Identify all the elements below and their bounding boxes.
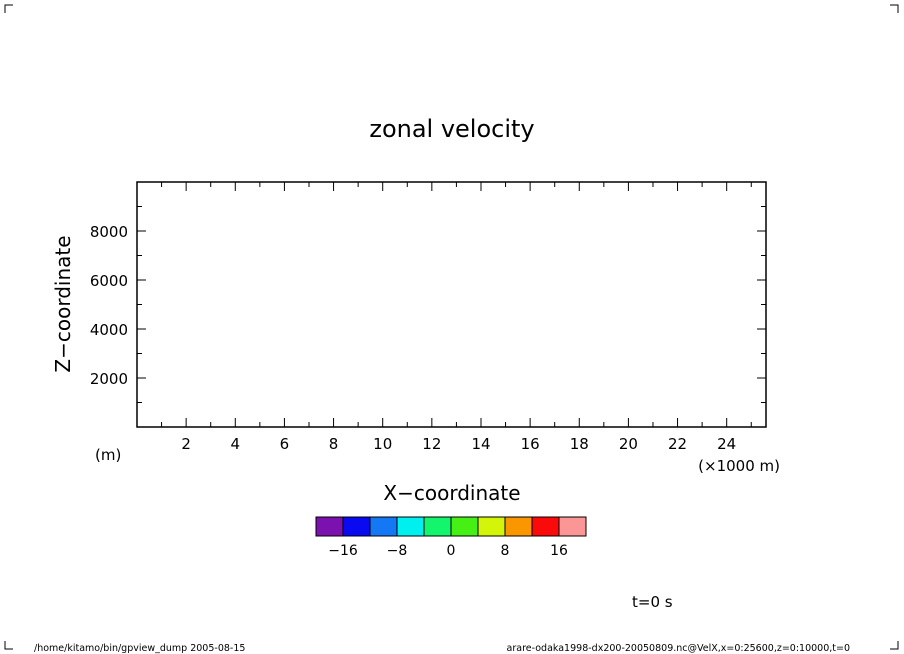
x-tick-label: 12 [422,435,441,453]
colorbar-swatch [531,516,560,537]
x-tick-label: 20 [619,435,638,453]
x-tick-label: 10 [373,435,392,453]
axis-ticks [137,182,766,427]
x-tick-label: 6 [280,435,290,453]
x-tick-labels: 2 4 6 8 10 12 14 16 18 20 22 24 [181,435,736,453]
chart-title: zonal velocity [369,115,534,143]
x-tick-label: 22 [668,435,687,453]
time-annotation: t=0 s [632,593,673,611]
colorbar-swatch [558,516,587,537]
colorbar-swatch [342,516,371,537]
x-tick-label: 8 [329,435,339,453]
footer-left: /home/kitamo/bin/gpview_dump 2005-08-15 [34,643,245,654]
colorbar-tick-label: −8 [387,543,408,559]
x-tick-label: 2 [181,435,191,453]
x-axis-label: X−coordinate [383,481,520,505]
x-tick-label: 18 [570,435,589,453]
y-tick-label: 4000 [90,321,128,339]
colorbar-labels: −16 −8 0 8 16 [328,543,568,559]
colorbar-tick-label: 0 [447,543,456,559]
x-tick-label: 14 [471,435,490,453]
colorbar-tick-label: 8 [501,543,510,559]
x-tick-label: 16 [521,435,540,453]
y-tick-label: 6000 [90,272,128,290]
colorbar-tick-label: −16 [328,543,358,559]
x-tick-label: 4 [231,435,241,453]
crop-marks [4,4,899,650]
colorbar-swatch [477,516,506,537]
colorbar-swatch [450,516,479,537]
y-axis-unit: (m) [95,446,121,464]
x-axis-unit: (×1000 m) [698,457,780,475]
colorbar-swatch [369,516,398,537]
y-tick-label: 8000 [90,223,128,241]
colorbar [315,516,587,537]
colorbar-swatch [315,516,344,537]
x-tick-label: 24 [717,435,736,453]
y-tick-labels: 2000 4000 6000 8000 [90,223,128,388]
colorbar-tick-label: 16 [550,543,568,559]
colorbar-swatch [423,516,452,537]
plot-frame [136,181,767,428]
y-tick-label: 2000 [90,370,128,388]
y-axis-label: Z−coordinate [51,235,75,372]
colorbar-swatch [504,516,533,537]
colorbar-swatch [396,516,425,537]
footer-right: arare-odaka1998-dx200-20050809.nc@VelX,x… [507,643,850,654]
